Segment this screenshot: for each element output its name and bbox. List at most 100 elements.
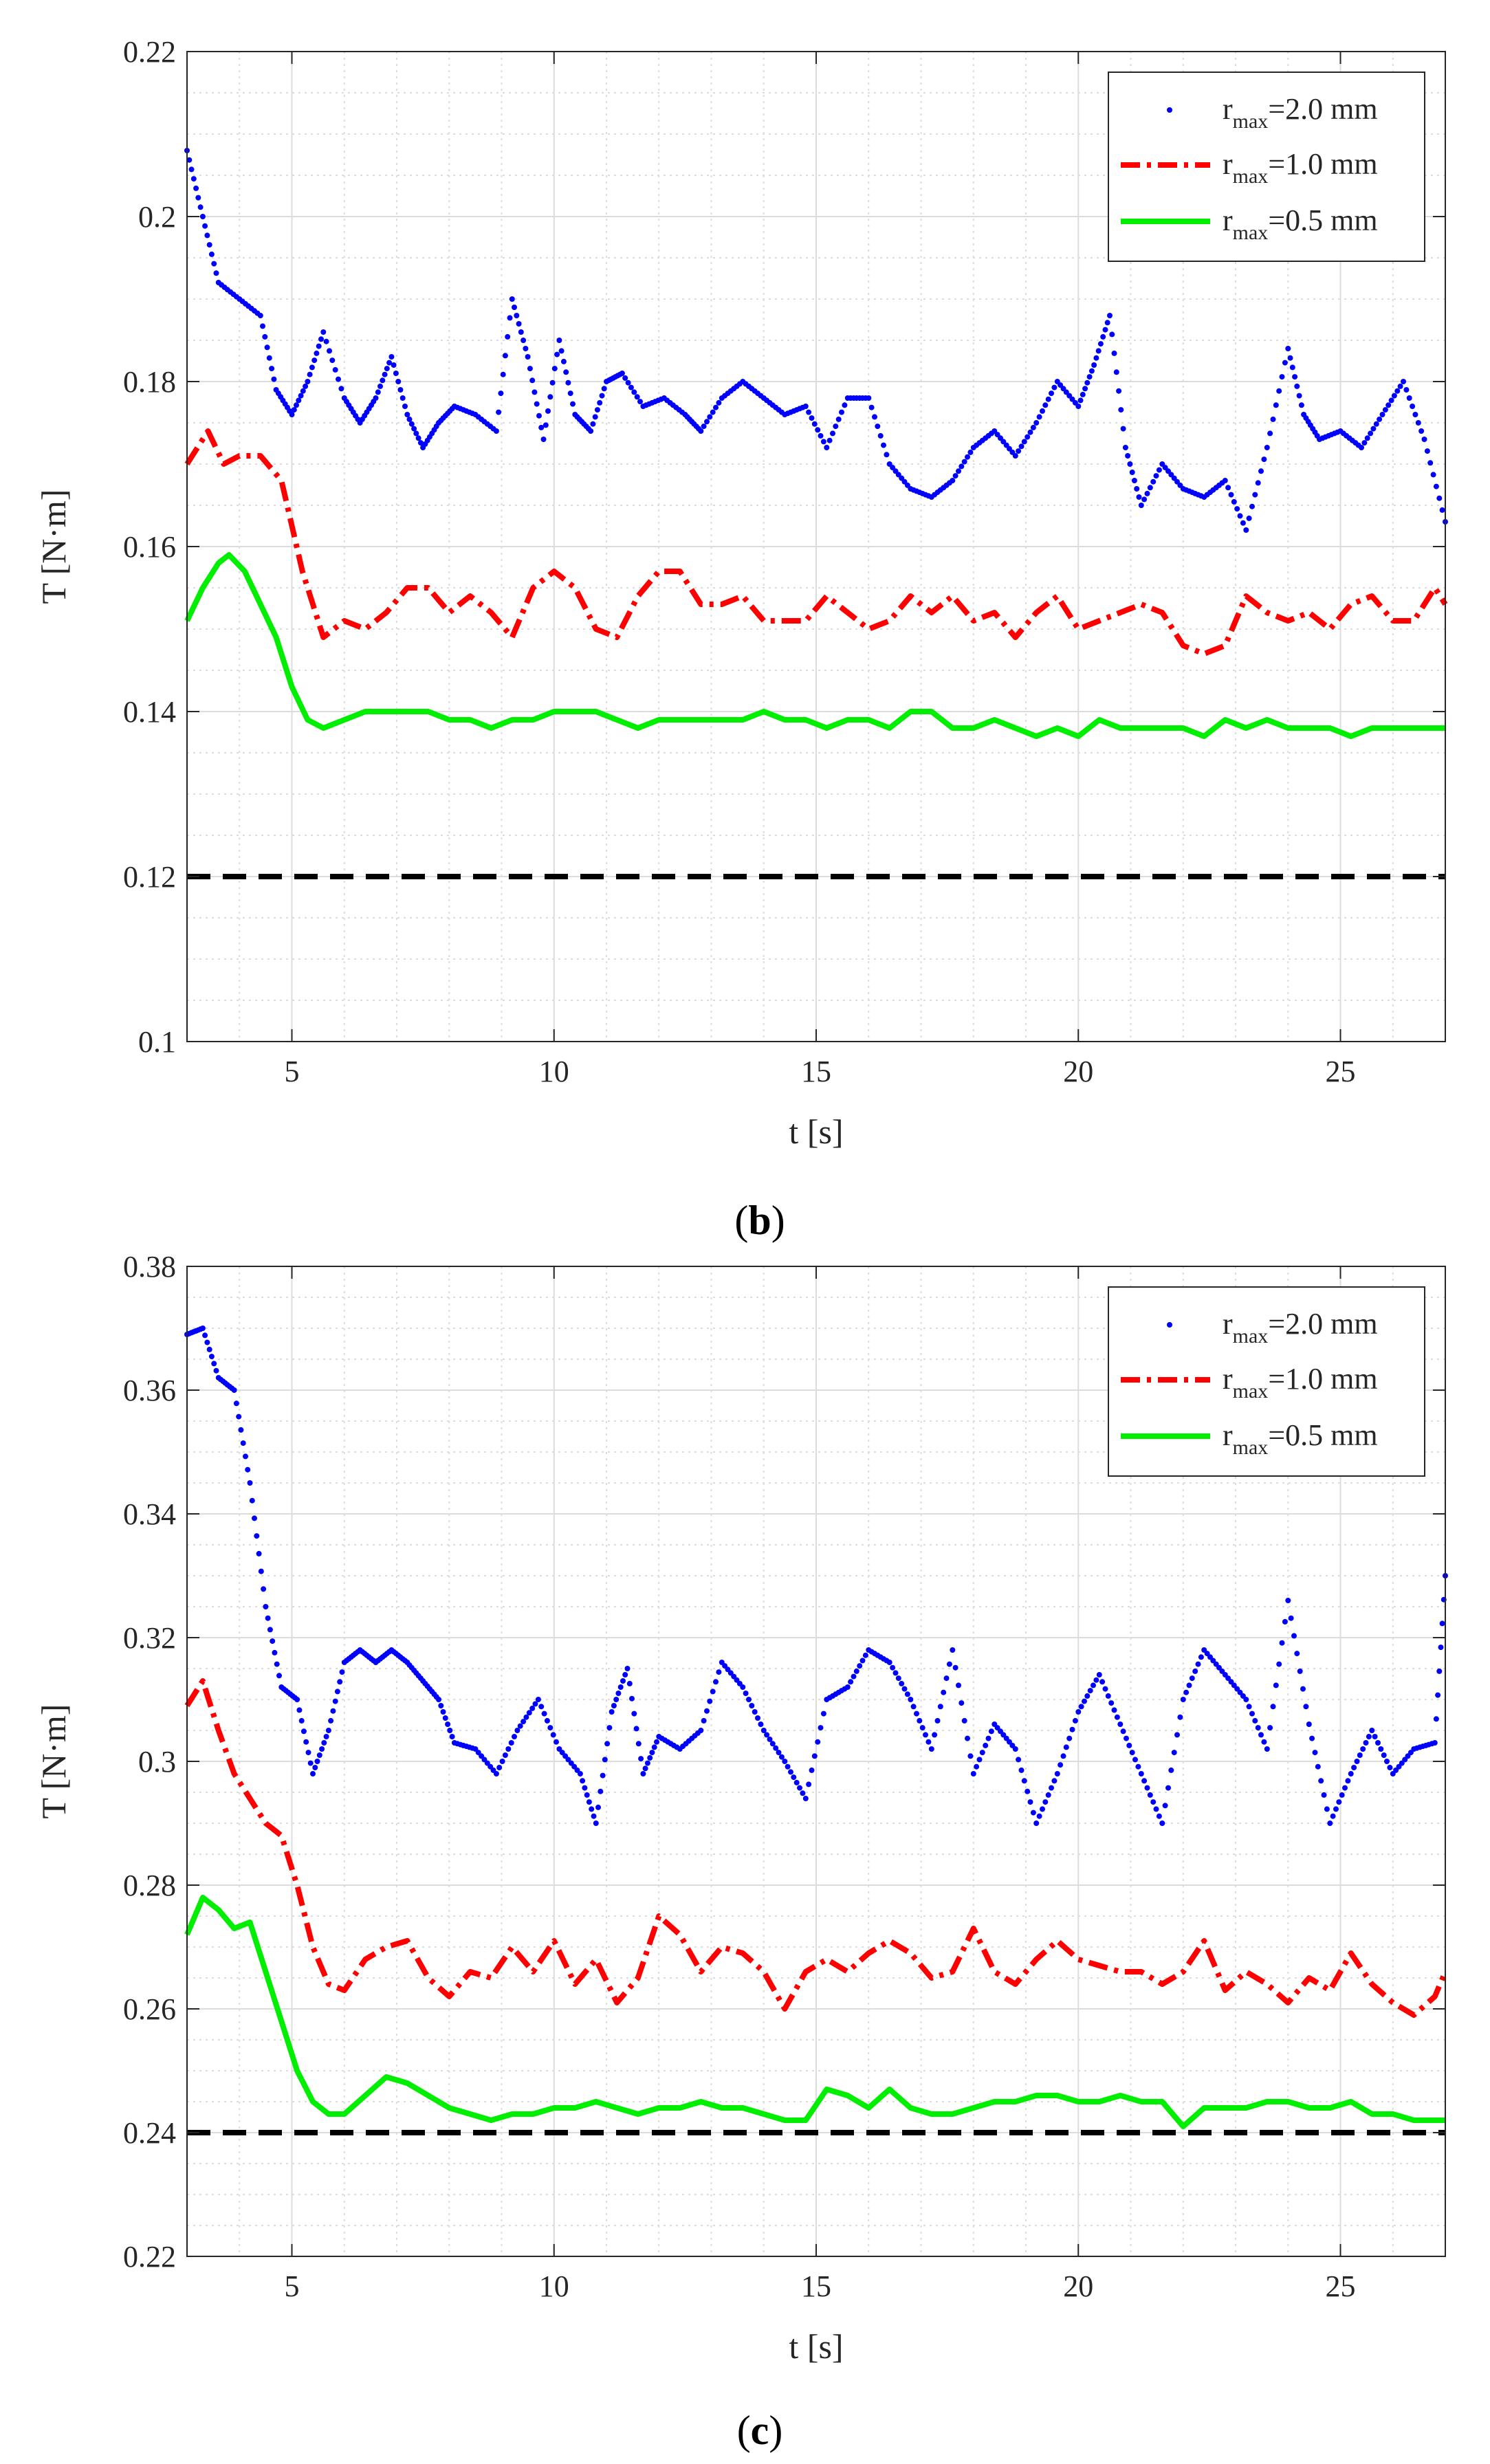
data-point-2mm-c	[1091, 1682, 1096, 1688]
data-point-2mm-c	[1381, 1752, 1387, 1758]
data-point-2mm-b	[1225, 485, 1231, 491]
data-point-2mm-b	[493, 428, 499, 434]
data-point-2mm-c	[1375, 1740, 1381, 1746]
data-point-2mm-c	[1300, 1686, 1306, 1692]
data-point-2mm-c	[899, 1680, 905, 1686]
data-point-2mm-c	[243, 1453, 248, 1460]
data-point-2mm-b	[877, 432, 884, 439]
data-point-2mm-c	[782, 1759, 788, 1764]
data-point-2mm-c	[206, 1346, 212, 1352]
series-1mm-c	[184, 1678, 1448, 2018]
data-point-2mm-b	[1391, 393, 1397, 399]
data-point-2mm-c	[1117, 1722, 1124, 1727]
data-point-2mm-b	[1040, 408, 1045, 414]
data-point-2mm-b	[1141, 496, 1148, 503]
data-point-2mm-b	[386, 360, 393, 366]
data-point-2mm-b	[193, 185, 199, 191]
data-point-2mm-c	[310, 1771, 316, 1776]
data-point-2mm-c	[1138, 1771, 1144, 1776]
data-point-2mm-c	[788, 1769, 793, 1775]
data-point-2mm-b	[406, 416, 413, 422]
data-point-2mm-b	[397, 387, 404, 393]
data-point-2mm-c	[211, 1361, 217, 1367]
data-point-2mm-c	[651, 1744, 657, 1750]
data-point-2mm-c	[785, 1763, 791, 1770]
data-point-2mm-c	[499, 1759, 505, 1764]
data-point-2mm-c	[213, 1367, 219, 1374]
data-point-2mm-c	[1348, 1771, 1354, 1776]
data-point-2mm-c	[1369, 1728, 1375, 1733]
data-point-2mm-c	[815, 1739, 821, 1745]
data-point-2mm-b	[1113, 369, 1119, 375]
data-point-2mm-c	[1051, 1778, 1058, 1784]
panel-label-b: (b)	[734, 1198, 785, 1243]
data-point-2mm-c	[256, 1550, 262, 1556]
data-point-2mm-b	[1042, 402, 1049, 408]
legend-c: rmax=2.0 mm rmax=1.0 mm rmax=0.5 mm	[1108, 1286, 1425, 1477]
data-point-2mm-c	[532, 1701, 538, 1707]
data-point-2mm-b	[820, 439, 826, 445]
data-point-2mm-b	[1368, 430, 1374, 437]
legend-label-1mm-c-rest: =1.0 mm	[1268, 1362, 1377, 1396]
data-point-2mm-c	[1126, 1742, 1132, 1748]
data-point-2mm-b	[202, 223, 208, 229]
data-point-2mm-c	[910, 1704, 917, 1710]
data-point-2mm-b	[704, 419, 710, 425]
data-point-2mm-b	[1249, 503, 1255, 509]
data-point-2mm-b	[1264, 445, 1270, 450]
data-point-2mm-c	[1105, 1693, 1111, 1699]
data-point-2mm-b	[619, 371, 625, 376]
data-point-2mm-b	[269, 366, 275, 372]
data-point-2mm-b	[316, 343, 322, 349]
data-point-2mm-c	[512, 1734, 517, 1739]
data-point-2mm-c	[758, 1722, 764, 1727]
data-point-2mm-c	[312, 1765, 318, 1770]
data-point-2mm-c	[263, 1604, 269, 1609]
data-point-2mm-b	[826, 437, 833, 443]
data-point-2mm-b	[338, 386, 344, 392]
data-point-2mm-c	[1159, 1820, 1165, 1826]
data-point-2mm-b	[384, 366, 390, 372]
data-point-2mm-c	[976, 1757, 983, 1763]
data-point-2mm-b	[1406, 395, 1412, 401]
data-point-2mm-c	[1058, 1762, 1064, 1768]
legend-label-2mm-c: rmax=2.0 mm	[1223, 1307, 1378, 1348]
data-point-2mm-c	[901, 1686, 908, 1692]
panel-label-b-prefix: (	[734, 1198, 748, 1243]
data-point-2mm-c	[337, 1679, 343, 1685]
data-point-2mm-b	[1243, 527, 1249, 533]
y-tick-label-c: 0.28	[123, 1869, 176, 1902]
data-point-2mm-c	[580, 1778, 586, 1784]
data-point-2mm-b	[1136, 494, 1142, 500]
data-point-2mm-c	[644, 1760, 650, 1766]
data-point-2mm-b	[1049, 390, 1054, 397]
data-point-2mm-b	[1082, 386, 1088, 392]
data-point-2mm-c	[1303, 1704, 1309, 1710]
data-point-2mm-c	[544, 1717, 550, 1724]
data-point-2mm-c	[202, 1332, 208, 1339]
data-point-2mm-c	[1016, 1757, 1022, 1763]
series-layer-c	[184, 1326, 1448, 2135]
data-point-2mm-b	[994, 432, 1000, 438]
data-point-2mm-c	[298, 1717, 305, 1724]
data-point-2mm-c	[617, 1684, 624, 1690]
data-point-2mm-c	[438, 1703, 444, 1708]
data-point-2mm-b	[590, 421, 596, 427]
data-point-2mm-b	[1427, 460, 1434, 466]
data-point-2mm-b	[716, 399, 722, 406]
data-point-2mm-b	[213, 270, 219, 276]
data-point-2mm-c	[755, 1715, 760, 1721]
data-point-2mm-c	[615, 1691, 622, 1696]
data-point-2mm-b	[1373, 421, 1379, 427]
data-point-2mm-c	[809, 1767, 815, 1773]
data-point-2mm-b	[1258, 468, 1264, 474]
data-point-2mm-c	[1282, 1618, 1288, 1625]
data-point-2mm-b	[815, 427, 821, 433]
data-point-2mm-c	[323, 1734, 329, 1739]
data-point-2mm-b	[507, 315, 513, 321]
series-2mm-c	[184, 1326, 1448, 1826]
legend-label-05mm-b-main: r	[1223, 204, 1233, 237]
legend-label-1mm-b-sub: max	[1233, 165, 1269, 188]
data-point-2mm-b	[525, 354, 531, 360]
y-tick-label-c: 0.38	[123, 1250, 176, 1284]
